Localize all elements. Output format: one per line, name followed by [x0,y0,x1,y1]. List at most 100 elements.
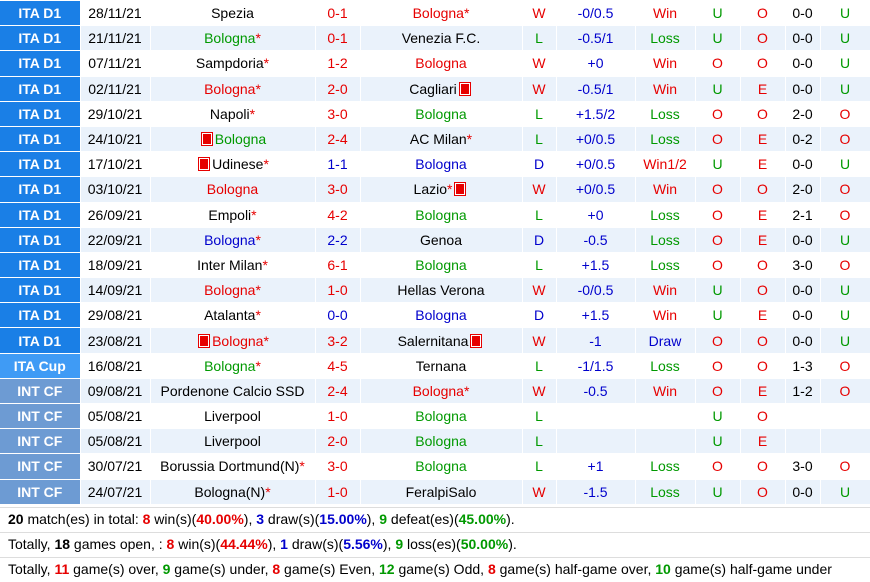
over-under: O [695,252,741,279]
favorite-mark: * [263,156,269,173]
home-team: Bologna [150,126,316,153]
away-team: Bologna [360,428,523,455]
result: W [522,277,557,304]
away-team: Bologna [360,453,523,480]
match-row: ITA Cup 16/08/21 Bologna* 4-5 Ternana L -1/1.5… [0,353,870,379]
summary-text: game(s) half-game over, [495,561,656,577]
team-name: Bologna [415,256,467,273]
away-team: Bologna* [360,1,523,27]
team-name: Bologna [204,357,256,374]
summary-text: 5.56% [343,536,383,552]
handicap: -1 [556,327,636,354]
handicap-result [635,428,696,455]
odd-even: O [740,327,786,354]
favorite-mark: * [251,206,257,223]
half-score: 0-0 [785,25,821,52]
favorite-mark: * [255,357,261,374]
summary-text: game(s) Even, [280,561,379,577]
away-team: Bologna* [360,378,523,405]
summary-text: 9 [379,511,388,527]
away-team: FeralpiSalo [360,479,523,505]
over-under: U [695,25,741,52]
match-row: ITA D1 14/09/21 Bologna* 1-0 Hellas Verona W -… [0,277,870,304]
half-score: 0-2 [785,126,821,153]
handicap: -0/0.5 [556,277,636,304]
match-row: ITA D1 18/09/21 Inter Milan* 6-1 Bologna L +1.… [0,252,870,279]
result: W [522,327,557,354]
summary-text: game(s) over, [69,561,163,577]
odd-even: E [740,302,786,329]
summary-text: 1 [280,536,288,552]
home-team: Empoli* [150,202,316,228]
odd-even: E [740,76,786,102]
red-card-icon [470,333,483,348]
match-row: ITA D1 24/10/21 Bologna 2-4 AC Milan* L +0/0.5… [0,126,870,153]
handicap-result: Loss [635,353,696,379]
summary-text: 44.44% [220,536,268,552]
away-team: Genoa [360,227,523,253]
summary-text: draw(s)( [287,536,344,552]
away-team: Bologna [360,50,523,77]
summary: 20 match(es) in total: 8 win(s)(40.00%),… [0,507,870,582]
half-score [785,428,821,455]
home-team: Bologna* [150,76,316,102]
summary-text: Totally, [8,536,55,552]
score: 1-1 [315,151,361,178]
over-under: O [695,378,741,405]
team-name: FeralpiSalo [405,483,477,500]
odd-even: O [740,353,786,379]
handicap: -0.5 [556,227,636,253]
date: 05/08/21 [80,403,151,430]
summary-text: 11 [54,561,70,577]
home-team: Spezia [150,1,316,27]
summary-text: win(s)( [174,536,221,552]
team-name: Bologna [204,30,256,47]
summary-text: match(es) in total: [23,511,143,527]
summary-text: ), [382,536,396,552]
result: W [522,176,557,203]
half-score [785,403,821,430]
away-team: Bologna [360,302,523,329]
league: INT CF [0,403,81,430]
home-team: Bologna* [150,277,316,304]
home-team: Liverpool [150,428,316,455]
away-team: Bologna [360,101,523,127]
half-over-under: O [820,202,870,228]
handicap: +1.5/2 [556,101,636,127]
result: D [522,227,557,253]
half-score: 0-0 [785,227,821,253]
home-team: Bologna* [150,25,316,52]
result: L [522,453,557,480]
match-row: ITA D1 29/10/21 Napoli* 3-0 Bologna L +1.5/2 Lo… [0,101,870,127]
odd-even: O [740,50,786,77]
favorite-mark: * [263,55,270,72]
team-name: Bologna [206,181,259,198]
half-score: 2-0 [785,101,821,127]
away-team: Lazio* [360,176,523,203]
score: 1-0 [315,403,361,430]
date: 21/11/21 [80,25,151,52]
match-row: ITA D1 29/08/21 Atalanta* 0-0 Bologna D +1.5 Wi… [0,302,870,329]
handicap-result: Loss [635,252,696,279]
away-team: Cagliari [360,76,523,102]
score: 0-1 [315,25,361,52]
red-card-icon [458,81,471,96]
over-under: O [695,176,741,203]
away-team: Bologna [360,252,523,279]
team-name: Bologna [415,307,467,324]
league: INT CF [0,428,81,455]
half-over-under [820,403,870,430]
team-name: Bologna [415,105,467,122]
result: L [522,126,557,153]
summary-text: games open, : [70,536,167,552]
handicap: -0.5 [556,378,636,405]
date: 24/07/21 [80,479,151,505]
away-team: Venezia F.C. [360,25,523,52]
over-under: O [695,327,741,354]
handicap-result: Win [635,302,696,329]
league: ITA D1 [0,176,81,203]
league: ITA D1 [0,227,81,253]
handicap: +0 [556,202,636,228]
summary-text: 9 [162,561,171,577]
summary-line: Totally, 18 games open, : 8 win(s)(44.44… [0,532,870,557]
